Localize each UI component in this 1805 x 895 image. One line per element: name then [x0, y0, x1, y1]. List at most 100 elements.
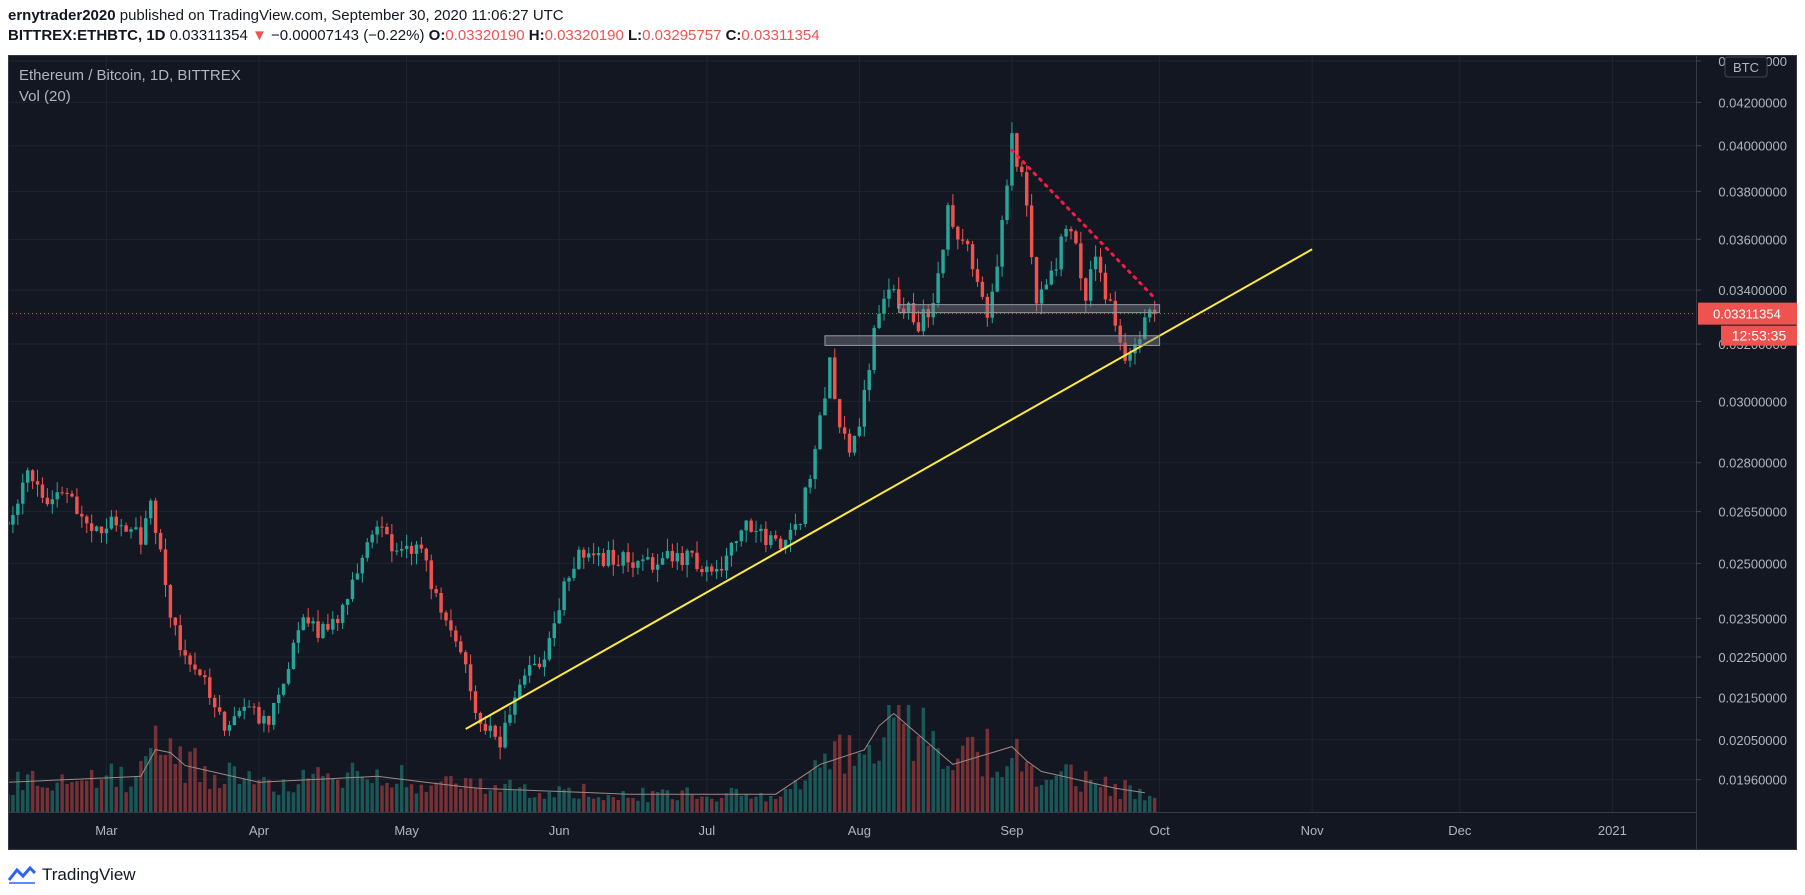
volume-bar — [350, 762, 355, 812]
volume-bar — [921, 707, 926, 812]
candle-body — [518, 684, 522, 698]
candle-body — [577, 549, 581, 569]
chart-area[interactable]: 0.01960000 0.02050000 0.02150000 0.02250000… — [8, 55, 1797, 850]
candle-body — [636, 561, 640, 568]
volume-bar — [754, 796, 758, 812]
high-value: 0.03320190 — [544, 27, 624, 44]
volume-bar — [129, 786, 133, 812]
candle-body — [626, 552, 630, 563]
candle-body — [148, 500, 153, 519]
candle-body — [30, 470, 35, 482]
volume-bar — [183, 782, 187, 812]
volume-bar — [478, 778, 483, 812]
candle-body — [232, 716, 237, 726]
volume-bar — [823, 753, 827, 812]
candle-body — [1084, 278, 1088, 301]
volume-bar — [719, 797, 724, 812]
author-name[interactable]: ernytrader2020 — [8, 7, 116, 24]
volume-bar — [291, 792, 296, 812]
candle-body — [847, 433, 852, 453]
volume-bar — [1020, 771, 1024, 812]
candle-body — [16, 503, 20, 515]
volume-bar — [847, 735, 852, 812]
volume-bar — [729, 787, 734, 812]
candle-body — [596, 553, 601, 556]
volume-bar — [1108, 795, 1113, 812]
candle-body — [818, 415, 822, 450]
volume-bar — [119, 766, 123, 812]
volume-bar — [961, 745, 965, 812]
candle-body — [1039, 289, 1044, 304]
volume-bar — [1010, 758, 1014, 812]
candle-body — [547, 638, 552, 660]
volume-bar — [488, 790, 493, 812]
volume-bar — [222, 783, 227, 812]
currency-badge[interactable] — [1724, 56, 1768, 78]
volume-bar — [734, 788, 739, 812]
candle-body — [882, 298, 886, 314]
time-tick-label: Dec — [1448, 823, 1472, 838]
candle-body — [916, 322, 921, 332]
volume-bar — [311, 773, 315, 812]
volume-bar — [345, 772, 350, 812]
candle-body — [11, 514, 15, 525]
candle-body — [404, 545, 409, 549]
tradingview-brand[interactable]: TradingView — [42, 865, 136, 884]
candle-body — [941, 249, 945, 274]
volume-bar — [985, 728, 990, 812]
volume-bar — [842, 773, 847, 812]
volume-bar — [508, 779, 512, 812]
candle-body — [463, 652, 468, 665]
candle-body — [601, 553, 606, 566]
candle-body — [936, 273, 940, 304]
candle-body — [655, 564, 660, 570]
time-axis[interactable]: Mar Apr May Jun Jul Aug Sep Oct Nov Dec 2021 — [95, 823, 1627, 838]
candle-body — [429, 560, 433, 590]
time-tick-label: Jun — [549, 823, 570, 838]
volume-bar — [537, 793, 542, 812]
drawings[interactable] — [8, 148, 1696, 730]
candle-body — [473, 691, 478, 713]
volume-bar — [483, 793, 488, 812]
volume-bar — [468, 778, 473, 812]
price-tick-label: 0.02350000 — [1718, 611, 1787, 626]
volume-bar — [168, 738, 173, 812]
volume-bar — [1015, 738, 1019, 812]
volume-bar — [232, 766, 237, 812]
candle-body — [749, 520, 753, 532]
volume-bar — [267, 779, 271, 812]
candle-body — [158, 532, 163, 550]
volume-bar — [956, 758, 960, 812]
low-label: L: — [628, 27, 643, 44]
candle-body — [887, 289, 891, 299]
volume-bar — [16, 771, 20, 812]
volume-bar — [365, 779, 369, 812]
candle-body — [119, 525, 123, 527]
volume-bar — [951, 770, 955, 812]
volume-bar — [606, 794, 611, 812]
candle-body — [321, 623, 325, 638]
volume-bar — [1123, 780, 1127, 812]
candle-body — [25, 470, 30, 483]
volume-bar — [1098, 787, 1103, 812]
volume-bar — [552, 797, 556, 812]
volume-bar — [1044, 779, 1049, 812]
candle-body — [134, 527, 138, 530]
tradingview-logo-icon[interactable] — [8, 866, 36, 884]
volume-bar — [193, 748, 197, 812]
volume-bar — [409, 784, 414, 812]
price-axis[interactable]: 0.01960000 0.02050000 0.02150000 0.02250000… — [1696, 55, 1787, 788]
volume-bar — [217, 788, 222, 812]
price-tick-label: 0.02050000 — [1718, 733, 1787, 748]
volume-bar — [419, 784, 424, 812]
volume-bar — [144, 756, 148, 812]
volume-bar — [60, 774, 64, 812]
volume-bar — [173, 764, 178, 812]
volume-bar — [1074, 786, 1078, 812]
price-chart[interactable]: 0.01960000 0.02050000 0.02150000 0.02250000… — [8, 55, 1797, 850]
candles[interactable] — [8, 122, 1157, 760]
candle-body — [1044, 284, 1049, 290]
volume-bar — [778, 796, 783, 812]
volume-bar — [808, 771, 812, 812]
candle-body — [778, 538, 783, 549]
